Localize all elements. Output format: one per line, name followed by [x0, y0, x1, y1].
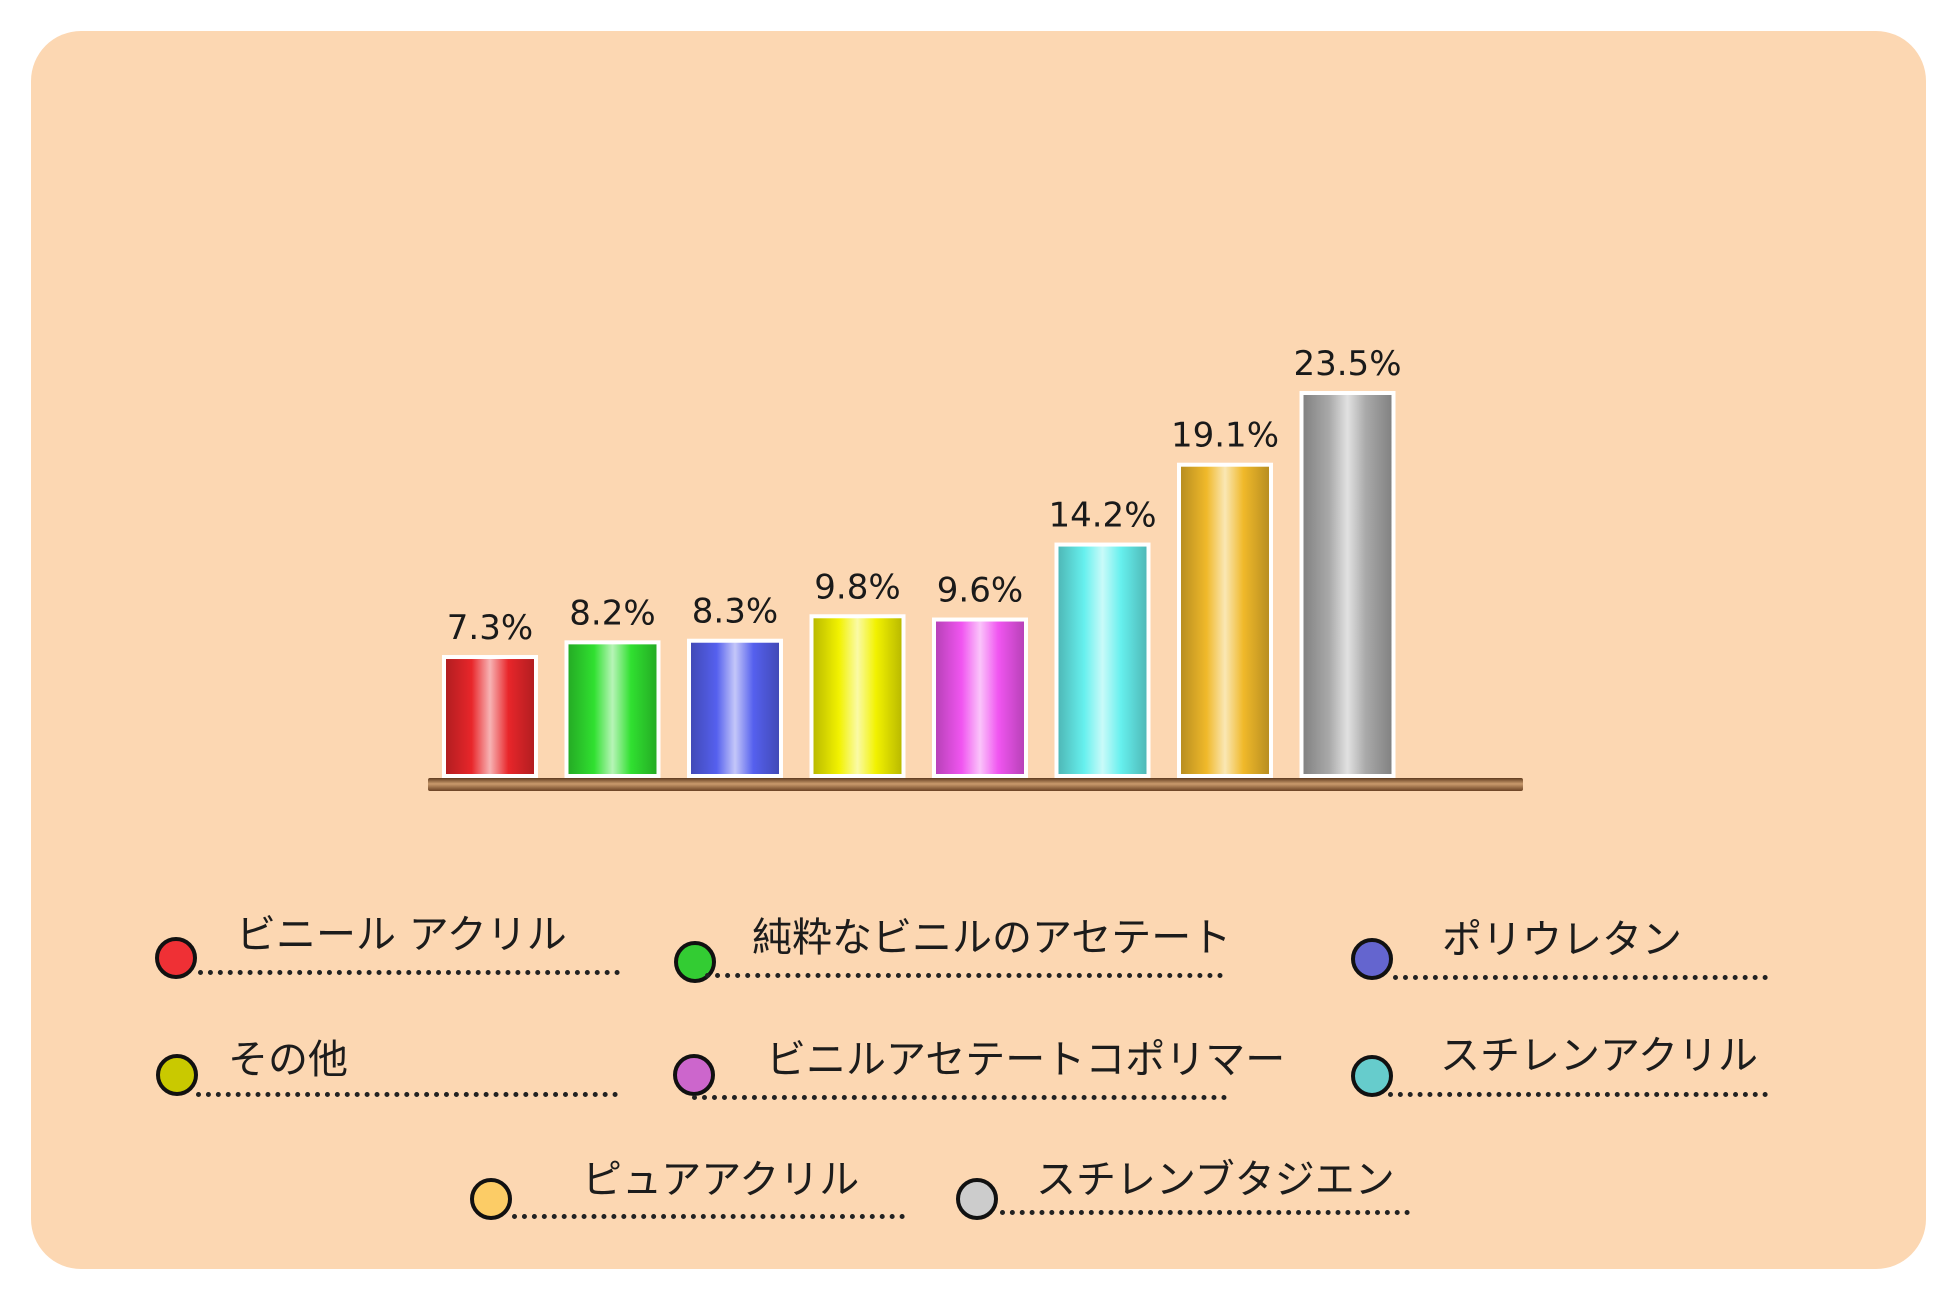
legend-label: ポリウレタン — [1442, 920, 1682, 960]
legend-leader-dots — [198, 970, 620, 975]
bar-7 — [1302, 393, 1394, 776]
chart-baseline — [428, 778, 1523, 791]
legend-leader-dots — [196, 1092, 618, 1097]
legend-label: スチレンブタジエン — [1036, 1160, 1395, 1200]
legend-leader-dots — [1000, 1210, 1410, 1215]
legend-label: ビニルアセテートコポリマー — [766, 1040, 1285, 1080]
bar-4 — [934, 620, 1026, 776]
bar-0 — [444, 657, 536, 776]
legend-swatch-icon — [1351, 938, 1393, 980]
value-label-0: 7.3% — [447, 608, 533, 648]
legend-swatch-icon — [470, 1178, 512, 1220]
bar-2 — [689, 641, 781, 776]
legend-leader-dots — [512, 1214, 905, 1219]
bar-1 — [567, 642, 659, 776]
value-label-2: 8.3% — [692, 592, 778, 632]
legend-swatch-icon — [1351, 1055, 1393, 1097]
legend-swatch-icon — [155, 937, 197, 979]
legend-leader-dots — [692, 1095, 1227, 1100]
legend-leader-dots — [705, 973, 1223, 978]
value-label-4: 9.6% — [937, 571, 1023, 611]
value-label-1: 8.2% — [569, 593, 655, 633]
legend-label: スチレンアクリル — [1440, 1036, 1758, 1076]
value-label-3: 9.8% — [814, 567, 900, 607]
value-label-6: 19.1% — [1171, 416, 1279, 456]
bar-3 — [812, 616, 904, 776]
legend-swatch-icon — [673, 1054, 715, 1096]
legend-label: 純粋なビニルのアセテート — [752, 918, 1231, 958]
legend-label: ピュアアクリル — [582, 1160, 859, 1200]
legend-leader-dots — [1388, 1092, 1768, 1097]
bar-5 — [1057, 545, 1149, 776]
legend-label: その他 — [228, 1040, 348, 1080]
legend-label: ビニール アクリル — [236, 915, 567, 955]
legend-leader-dots — [1393, 975, 1768, 980]
legend-swatch-icon — [956, 1178, 998, 1220]
value-label-5: 14.2% — [1048, 496, 1156, 536]
legend-swatch-icon — [156, 1054, 198, 1096]
value-label-7: 23.5% — [1293, 344, 1401, 384]
bar-6 — [1179, 465, 1271, 776]
